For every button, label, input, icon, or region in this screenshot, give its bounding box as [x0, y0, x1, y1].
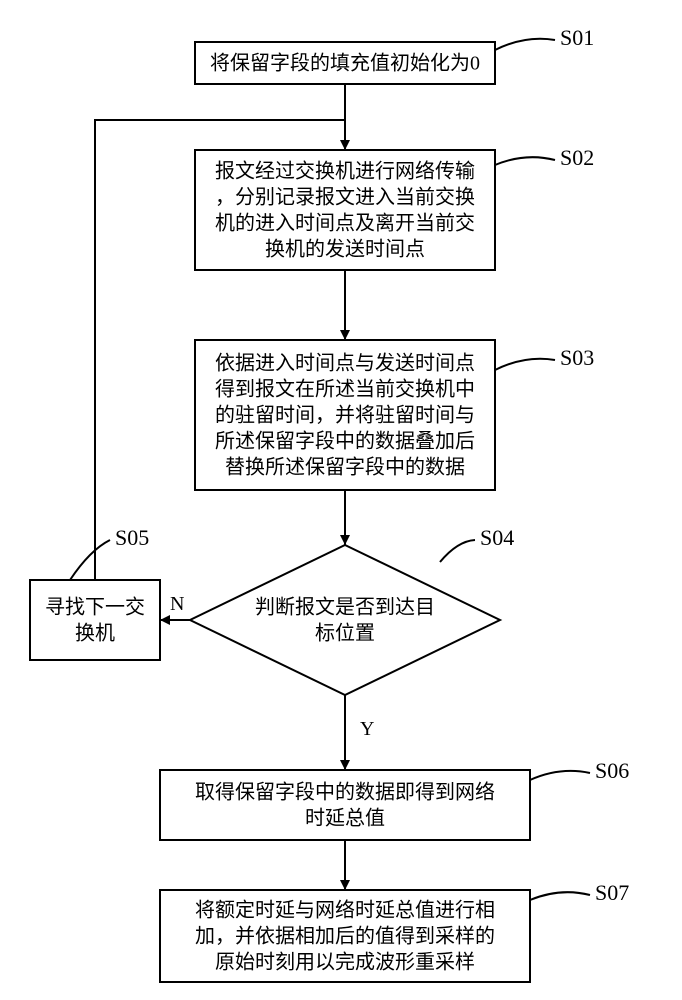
edge: [440, 540, 475, 562]
node-s03: 依据进入时间点与发送时间点得到报文在所述当前交换机中的驻留时间，并将驻留时间与所…: [195, 340, 594, 490]
edge: [70, 540, 110, 580]
node-text: 换机的发送时间点: [265, 238, 425, 261]
node-text: 替换所述保留字段中的数据: [225, 456, 465, 479]
node-text: 时延总值: [305, 807, 385, 830]
node-text: 的驻留时间，并将驻留时间与: [215, 404, 475, 427]
edge: [495, 39, 555, 50]
step-label: S02: [560, 145, 594, 170]
node-text: 机的进入时间点及离开当前交: [215, 212, 475, 235]
node-text: 原始时刻用以完成波形重采样: [215, 951, 475, 974]
step-label: S03: [560, 345, 594, 370]
edge-label: N: [170, 593, 184, 615]
node-text: 将额定时延与网络时延总值进行相: [195, 899, 495, 922]
node-text: 判断报文是否到达目: [255, 596, 435, 619]
node-text: 标位置: [315, 622, 375, 645]
node-text: ，分别记录报文进入当前交换: [215, 186, 475, 209]
node-text: 所述保留字段中的数据叠加后: [215, 430, 475, 453]
edge-label: Y: [360, 718, 374, 740]
node-s01: 将保留字段的填充值初始化为0 S01: [195, 25, 594, 84]
step-label: S04: [480, 525, 514, 550]
step-label: S06: [595, 758, 629, 783]
edge: [530, 771, 590, 780]
node-s06: 取得保留字段中的数据即得到网络时延总值 S06: [160, 758, 629, 840]
node-text: 换机: [75, 622, 115, 645]
node-s04: 判断报文是否到达目标位置 S04: [190, 525, 514, 695]
step-label: S07: [595, 880, 629, 905]
node-text: 将保留字段的填充值初始化为0: [210, 52, 480, 75]
node-text: 报文经过交换机进行网络传输: [215, 160, 475, 183]
node-s02: 报文经过交换机进行网络传输 ，分别记录报文进入当前交换机的进入时间点及离开当前交换…: [195, 145, 594, 270]
node-s07: 将额定时延与网络时延总值进行相加，并依据相加后的值得到采样的原始时刻用以完成波形…: [160, 880, 629, 982]
node-text: 取得保留字段中的数据即得到网络: [195, 781, 495, 804]
step-label: S01: [560, 25, 594, 50]
edge: [530, 892, 590, 900]
node-text: 加，并依据相加后的值得到采样的: [195, 925, 495, 948]
edge: [495, 157, 555, 165]
edge: [495, 359, 555, 370]
step-label: S05: [115, 525, 149, 550]
node-text: 得到报文在所述当前交换机中: [215, 378, 475, 401]
node-text: 寻找下一交: [45, 596, 145, 619]
node-text: 依据进入时间点与发送时间点: [215, 352, 475, 375]
